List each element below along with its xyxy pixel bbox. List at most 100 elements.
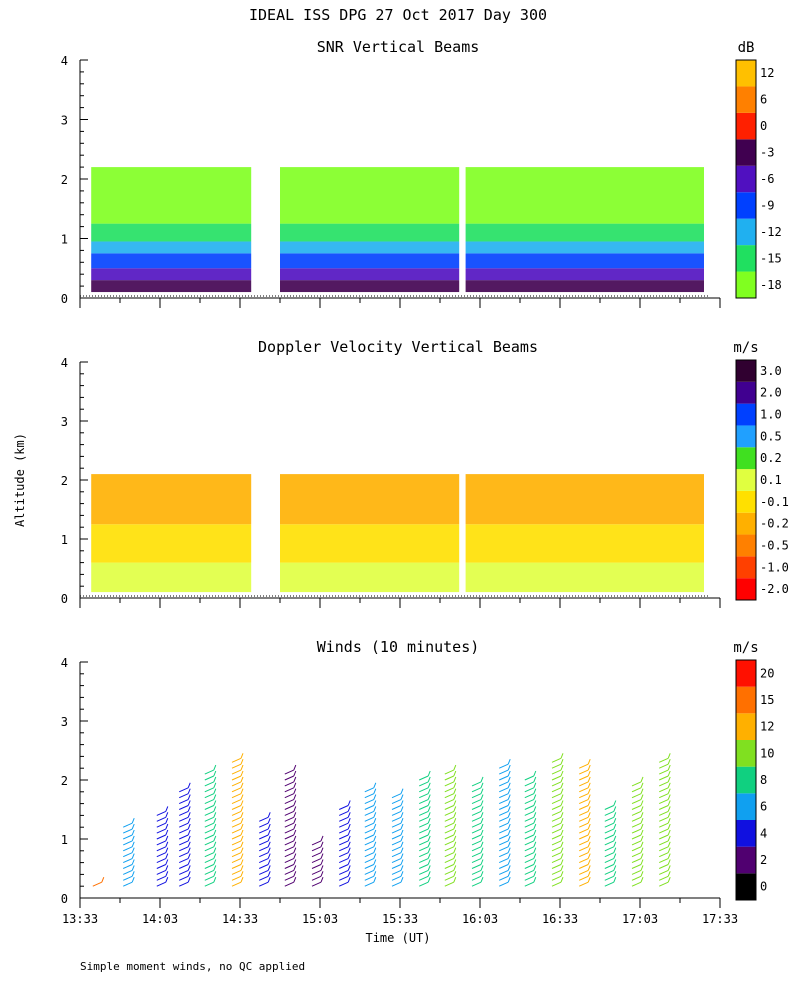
colorbar-label: -0.1 [760, 495, 789, 509]
colorbar-label: -12 [760, 225, 782, 239]
heatmap-layer [91, 167, 704, 224]
snr-plot-area [80, 60, 710, 297]
heatmap-layer [91, 562, 704, 593]
colorbar-swatch [736, 556, 756, 579]
colorbar-label: 12 [760, 66, 774, 80]
x-tick-label: 15:33 [382, 912, 418, 926]
y-tick-label: 3 [61, 715, 68, 729]
y-axis-label: Altitude (km) [13, 433, 27, 527]
figure-title: IDEAL ISS DPG 27 Oct 2017 Day 300 [249, 6, 547, 24]
colorbar-label: 6 [760, 800, 767, 814]
colorbar-label: -2.0 [760, 582, 789, 596]
colorbar-label: 0 [760, 880, 767, 894]
colorbar-frame [735, 59, 757, 299]
doppler-colorbar: -2.0 -1.0 -0.5 -0.2 -0.1 0.1 0.2 0.5 1.0 2.0 3.0 [735, 359, 789, 601]
y-tick-label: 0 [61, 292, 68, 306]
y-tick-label: 2 [61, 173, 68, 187]
colorbar-label: -0.5 [760, 538, 789, 552]
snr-colorbar: -18 -15 -12 -9 -6 -3 0 6 12 [735, 59, 782, 299]
colorbar-swatch [736, 218, 756, 246]
wind-profile [284, 764, 297, 887]
colorbar-label: 4 [760, 826, 767, 840]
colorbar-label: 2 [760, 853, 767, 867]
x-tick-label: 16:33 [542, 912, 578, 926]
winds-panel-title: Winds (10 minutes) [317, 638, 480, 656]
colorbar-label: 3.0 [760, 364, 782, 378]
winds-plot-area [92, 753, 671, 887]
colorbar-swatch [736, 245, 756, 272]
heatmap-layer [91, 474, 704, 525]
doppler-x-axis [79, 597, 721, 608]
colorbar-swatch [736, 425, 756, 448]
colorbar-swatch [736, 381, 756, 404]
colorbar-swatch [736, 512, 756, 535]
colorbar-swatch [736, 490, 756, 513]
colorbar-label: -0.2 [760, 517, 789, 531]
colorbar-swatch [736, 686, 756, 714]
colorbar-swatch [736, 740, 756, 767]
colorbar-swatch [736, 447, 756, 470]
wind-profile [311, 835, 324, 887]
colorbar-label: 20 [760, 666, 774, 680]
y-tick-label: 4 [61, 656, 68, 670]
doppler-panel: Doppler Velocity Vertical Beams m/s 0 1 2 3… [61, 338, 789, 608]
colorbar-label: 0.5 [760, 429, 782, 443]
x-tick-label: 14:03 [142, 912, 178, 926]
colorbar-frame [735, 659, 757, 901]
x-tick-label: 17:03 [622, 912, 658, 926]
winds-y-axis: 0 1 2 3 4 [61, 656, 88, 906]
wind-profile [498, 759, 511, 887]
heatmap-layer [91, 280, 704, 293]
y-tick-label: 4 [61, 356, 68, 370]
wind-profile [156, 806, 169, 887]
x-tick-label: 16:03 [462, 912, 498, 926]
heatmap-layer [91, 223, 704, 242]
colorbar-swatch [736, 660, 756, 687]
y-tick-label: 2 [61, 474, 68, 488]
winds-units-label: m/s [733, 640, 758, 656]
x-tick-label: 13:33 [62, 912, 98, 926]
wind-profile [604, 800, 617, 887]
wind-profile [364, 782, 377, 887]
doppler-units-label: m/s [733, 340, 758, 356]
snr-x-axis [79, 297, 721, 308]
y-tick-label: 1 [61, 533, 68, 547]
colorbar-label: 8 [760, 773, 767, 787]
x-axis-label: Time (UT) [365, 931, 430, 945]
colorbar-swatch [736, 403, 756, 426]
data-gap [251, 362, 280, 596]
y-tick-label: 0 [61, 892, 68, 906]
doppler-panel-title: Doppler Velocity Vertical Beams [258, 338, 538, 356]
colorbar-swatch [736, 469, 756, 491]
colorbar-swatch [736, 112, 756, 140]
heatmap-layer [91, 268, 704, 281]
heatmap-layer [91, 524, 704, 563]
colorbar-swatch [736, 713, 756, 740]
colorbar-swatch [736, 846, 756, 874]
wind-profile [338, 800, 351, 887]
colorbar-label: -15 [760, 251, 782, 265]
wind-profile [578, 759, 591, 887]
colorbar-label: 0 [760, 119, 767, 133]
colorbar-label: 2.0 [760, 386, 782, 400]
wind-profile [524, 770, 537, 887]
colorbar-swatch [736, 192, 756, 219]
colorbar-swatch [736, 360, 756, 382]
colorbar-swatch [736, 165, 756, 193]
colorbar-swatch [736, 820, 756, 847]
footnote: Simple moment winds, no QC applied [80, 960, 305, 973]
winds-x-axis: 13:33 14:03 14:33 15:03 15:33 16:03 16:33 17:03… [62, 897, 738, 926]
winds-colorbar: 0 2 4 6 8 10 12 15 20 [735, 659, 774, 901]
colorbar-swatch [736, 766, 756, 794]
colorbar-label: 0.1 [760, 473, 782, 487]
wind-profile [551, 753, 564, 887]
y-tick-label: 2 [61, 774, 68, 788]
colorbar-label: -3 [760, 146, 774, 160]
colorbar-label: -1.0 [760, 560, 789, 574]
colorbar-swatch [736, 793, 756, 820]
y-tick-label: 1 [61, 833, 68, 847]
doppler-y-axis: 0 1 2 3 4 [61, 356, 88, 606]
data-gap [459, 60, 466, 296]
